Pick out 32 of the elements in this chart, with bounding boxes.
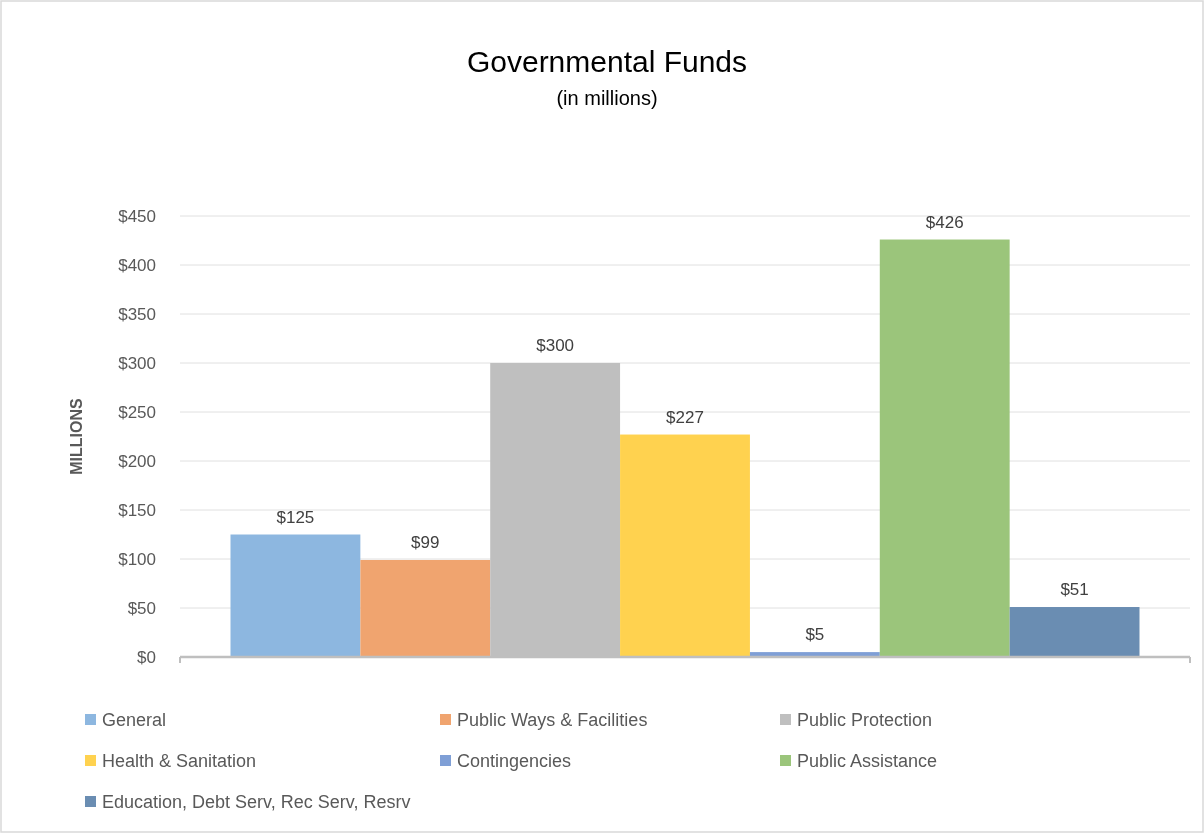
y-tick-label: $350 <box>118 304 156 324</box>
legend-label: General <box>102 710 167 731</box>
data-label: $5 <box>805 625 825 645</box>
legend-label: Education, Debt Serv, Rec Serv, Resrv <box>102 792 411 813</box>
y-tick-label: $200 <box>118 451 156 471</box>
data-label: $300 <box>536 336 575 355</box>
y-tick-label: $300 <box>118 353 156 373</box>
legend-label: Public Ways & Facilities <box>457 710 648 731</box>
data-label: $99 <box>411 532 440 552</box>
data-label: $426 <box>925 212 964 232</box>
y-tick-label: $450 <box>118 206 156 226</box>
data-label: $125 <box>276 507 315 527</box>
bar <box>230 534 361 657</box>
chart-title: Governmental Funds <box>466 45 748 78</box>
legend-label: Contingencies <box>457 751 572 772</box>
chart-subtitle: (in millions) <box>556 87 658 109</box>
y-tick-label: $150 <box>118 500 156 520</box>
bar <box>1009 607 1140 657</box>
bar <box>620 434 750 657</box>
data-label: $51 <box>1060 580 1089 600</box>
y-tick-label: $50 <box>127 598 156 618</box>
y-axis-title: MILLIONS <box>68 397 85 475</box>
y-tick-label: $250 <box>118 402 156 422</box>
y-tick-label: $0 <box>137 647 156 667</box>
bar <box>879 239 1010 657</box>
y-tick-label: $100 <box>118 549 156 569</box>
legend-label: Public Assistance <box>797 751 938 772</box>
bar <box>360 559 491 657</box>
data-label: $227 <box>666 407 704 427</box>
legend-label: Health & Sanitation <box>102 751 257 772</box>
y-tick-label: $400 <box>118 255 156 275</box>
legend-label: Public Protection <box>797 710 933 731</box>
